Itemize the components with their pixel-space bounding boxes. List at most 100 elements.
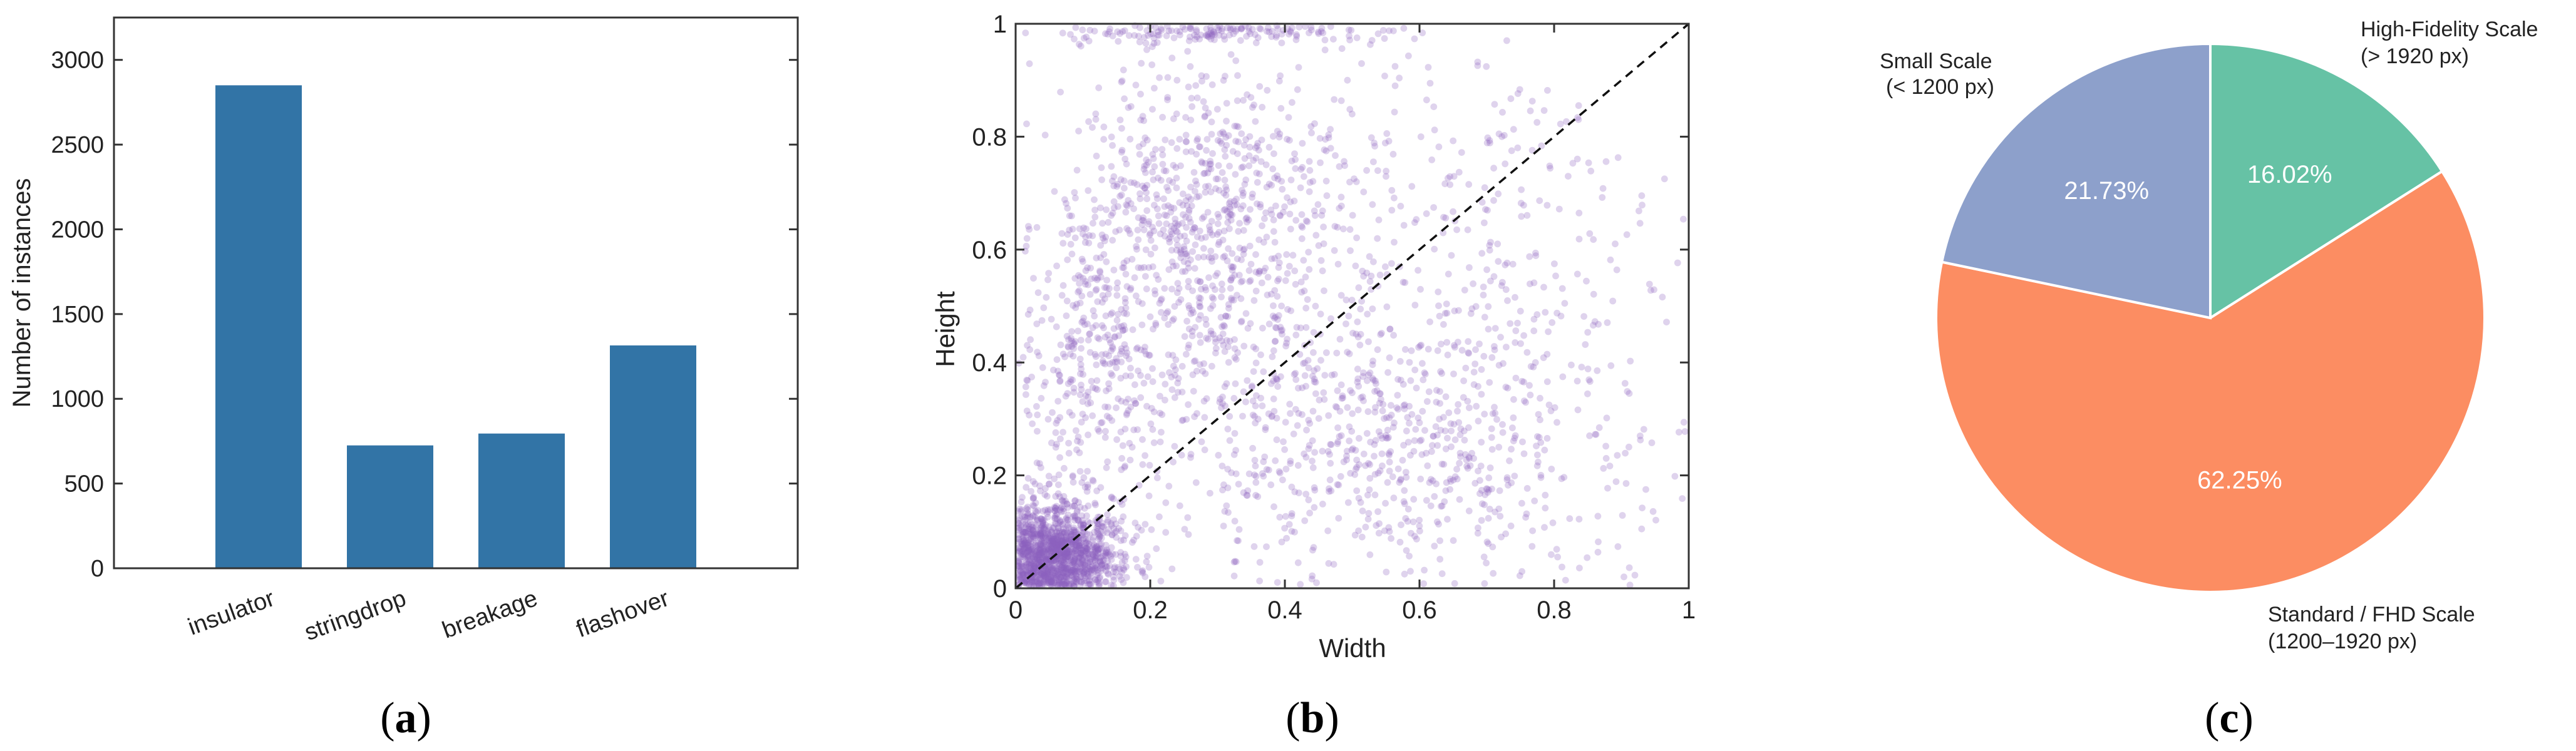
scatter-point (1061, 529, 1068, 536)
scatter-point (1058, 563, 1066, 571)
scatter-point (1219, 237, 1227, 243)
scatter-point (1039, 522, 1046, 529)
scatter-point (1401, 279, 1409, 286)
scatter-point (1067, 376, 1074, 383)
scatter-point (1080, 34, 1088, 42)
scatter-point (1101, 434, 1109, 441)
scatter-point (1083, 577, 1090, 585)
scatter-point (1051, 513, 1059, 520)
scatter-point (1104, 516, 1111, 524)
scatter-point (1471, 479, 1479, 487)
scatter-point (1131, 381, 1138, 389)
scatter-point (1081, 543, 1089, 550)
scatter-point (1141, 34, 1148, 41)
scatter-point (1070, 524, 1078, 531)
scatter-point (1219, 486, 1226, 494)
scatter-point (1033, 320, 1041, 327)
scatter-point (1360, 188, 1368, 196)
scatter-point (1625, 443, 1632, 451)
scatter-point (1078, 560, 1085, 568)
scatter-point (1410, 496, 1418, 503)
scatter-point (1095, 546, 1102, 553)
scatter-point (1094, 334, 1101, 341)
scatter-point (1271, 338, 1279, 345)
scatter-point (1133, 243, 1140, 250)
scatter-point (1540, 107, 1548, 114)
scatter-point (1053, 528, 1061, 536)
scatter-point (1059, 282, 1067, 289)
scatter-point (1343, 447, 1351, 455)
scatter-x-axis-label: Width (1319, 633, 1386, 663)
scatter-point (1081, 554, 1088, 561)
scatter-point (1054, 539, 1061, 546)
pie-percent-label: 62.25% (2197, 467, 2282, 494)
scatter-point (1203, 136, 1211, 143)
scatter-point (1101, 237, 1108, 245)
scatter-point (1019, 563, 1026, 570)
scatter-point (1638, 525, 1646, 533)
scatter-point (1203, 146, 1210, 154)
scatter-point (1379, 407, 1386, 414)
scatter-point (1215, 186, 1223, 194)
scatter-point (1119, 442, 1126, 449)
scatter-point (1092, 548, 1100, 555)
scatter-point (1070, 568, 1078, 575)
scatter-point (1018, 561, 1025, 568)
scatter-point (1071, 503, 1078, 510)
scatter-point (1116, 565, 1124, 573)
scatter-point (1222, 153, 1229, 160)
scatter-point (1062, 567, 1069, 575)
scatter-point (1221, 176, 1229, 184)
scatter-point (1585, 159, 1592, 166)
scatter-point (1260, 368, 1267, 376)
scatter-point (1481, 219, 1488, 227)
scatter-point (1263, 543, 1270, 550)
scatter-point (1133, 533, 1140, 540)
scatter-point (1058, 557, 1065, 564)
scatter-point (1019, 540, 1026, 548)
scatter-point (1113, 534, 1120, 541)
scatter-point (1031, 530, 1039, 538)
scatter-point (1273, 414, 1280, 422)
scatter-point (1345, 312, 1352, 320)
scatter-point (1034, 411, 1041, 419)
scatter-point (1086, 566, 1093, 573)
scatter-point (1048, 557, 1055, 564)
scatter-point (1118, 466, 1125, 473)
scatter-point (1138, 321, 1146, 329)
scatter-point (1166, 369, 1173, 376)
scatter-point (1045, 546, 1053, 553)
scatter-point (1069, 540, 1076, 548)
scatter-point (1627, 357, 1634, 365)
scatter-point (1087, 573, 1094, 580)
scatter-point (1519, 438, 1526, 446)
scatter-point (1041, 548, 1048, 555)
scatter-point (1036, 558, 1043, 566)
scatter-point (1252, 287, 1260, 295)
scatter-point (1016, 505, 1023, 513)
scatter-point (1604, 484, 1611, 492)
scatter-point (1065, 449, 1073, 457)
scatter-point (1024, 514, 1031, 521)
scatter-point (1097, 484, 1105, 491)
scatter-point (1416, 528, 1423, 534)
scatter-x-tick-label: 0 (1009, 596, 1023, 624)
scatter-point (1110, 198, 1118, 205)
scatter-point (1284, 270, 1291, 277)
scatter-point (1063, 549, 1071, 556)
scatter-point (1040, 546, 1047, 553)
scatter-point (1078, 549, 1084, 556)
scatter-point (1247, 260, 1255, 268)
scatter-point (1311, 120, 1318, 127)
scatter-point (1098, 523, 1105, 530)
scatter-point (1097, 546, 1105, 553)
scatter-point (1283, 251, 1291, 258)
scatter-point (1227, 205, 1234, 213)
scatter-point (1028, 561, 1035, 568)
scatter-point (1074, 543, 1081, 551)
scatter-point (1065, 551, 1073, 558)
scatter-point (1407, 568, 1414, 575)
scatter-point (1026, 518, 1034, 526)
scatter-point (1082, 267, 1090, 274)
scatter-point (1118, 455, 1125, 462)
